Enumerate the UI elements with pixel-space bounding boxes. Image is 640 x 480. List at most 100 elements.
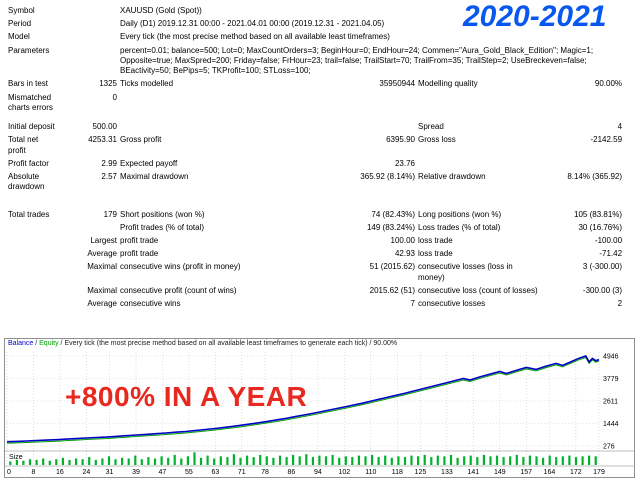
- x-tick-label: 16: [56, 469, 64, 476]
- size-bar: [147, 457, 150, 465]
- size-bar: [417, 456, 420, 465]
- size-bar: [410, 455, 413, 465]
- report-cell-label: [120, 121, 270, 134]
- x-tick-label: 94: [314, 469, 322, 476]
- size-bar: [568, 455, 571, 465]
- report-cell-value: -300.00 (3): [582, 285, 623, 295]
- report-cell-label: [418, 92, 544, 115]
- size-bar: [542, 457, 545, 465]
- parameters-value: percent=0.01; balance=500; Lot=0; MaxCou…: [120, 45, 594, 76]
- report-cell-value: 7: [410, 299, 415, 309]
- size-bar: [469, 455, 472, 465]
- report-row: Parameters percent=0.01; balance=500; Lo…: [8, 45, 625, 79]
- size-bar: [522, 457, 525, 465]
- y-tick-label: 276: [603, 444, 615, 451]
- legend-quality: 90.00%: [373, 340, 398, 347]
- report-cell-label: Mismatched charts errors: [8, 92, 53, 112]
- size-bar: [364, 456, 367, 465]
- size-bar: [140, 459, 143, 465]
- size-bar: [423, 454, 426, 465]
- size-bar: [351, 457, 354, 465]
- size-bar: [134, 455, 137, 465]
- size-bar: [555, 457, 558, 465]
- report-cell-label: Total trades: [8, 209, 50, 219]
- report-row: Period Daily (D1) 2019.12.31 00:00 - 202…: [8, 18, 625, 31]
- x-tick-label: 102: [338, 469, 350, 476]
- size-bar: [476, 457, 479, 465]
- report-row: Total trades 179 Short positions (won %) 74…: [8, 209, 625, 222]
- size-bar: [502, 457, 505, 465]
- report-cell-value: 100.00: [390, 235, 415, 245]
- size-bar: [167, 457, 170, 465]
- size-bar: [239, 457, 242, 465]
- legend-separator: /: [58, 340, 65, 347]
- legend-separator: /: [367, 340, 374, 347]
- report-cell-label: Relative drawdown: [418, 172, 486, 182]
- size-bar: [15, 459, 18, 465]
- report-cell-value: 1325: [99, 79, 117, 89]
- report-cell-value: 30 (16.76%): [578, 222, 623, 232]
- spacer-row: [8, 195, 625, 209]
- balance-graph-panel: Balance / Equity / Every tick (the most …: [4, 338, 635, 478]
- report-cell-label: Expected payoff: [120, 158, 178, 168]
- report-cell-value: [270, 121, 418, 134]
- y-tick-label: 4946: [603, 354, 619, 361]
- size-bar: [509, 456, 512, 465]
- period-label: Period: [8, 19, 32, 29]
- symbol-label: Symbol: [8, 6, 35, 15]
- x-tick-label: 31: [106, 469, 114, 476]
- report-cell-label: Spread: [418, 122, 444, 132]
- report-cell-label: [8, 285, 58, 298]
- report-row: Symbol XAUUSD (Gold (Spot)): [8, 5, 625, 18]
- report-cell-value: [544, 92, 625, 115]
- size-bar: [68, 459, 71, 465]
- report-cell-value: 2015.62 (51): [369, 285, 415, 295]
- report-cell-value: 6395.90: [386, 135, 415, 145]
- report-cell-label: Gross profit: [120, 135, 162, 145]
- x-tick-label: 157: [520, 469, 532, 476]
- x-tick-label: 55: [185, 469, 193, 476]
- size-bar: [489, 456, 492, 465]
- report-cell-value: Maximal: [87, 262, 117, 272]
- size-bar: [397, 456, 400, 465]
- report-cell-label: Profit trades (% of total): [120, 222, 205, 232]
- report-cell-value: 4: [617, 122, 623, 132]
- report-row: Initial deposit 500.00 Spread 4: [8, 121, 625, 134]
- size-bar: [42, 458, 45, 465]
- size-bar: [463, 456, 466, 465]
- report-cell-label: loss trade: [418, 249, 453, 259]
- report-cell-value: 4253.31: [88, 135, 117, 145]
- report-cell-value: 35950944: [379, 79, 415, 89]
- x-tick-label: 47: [159, 469, 167, 476]
- report-cell-label: Short positions (won %): [120, 209, 205, 219]
- report-cell-value: Largest: [90, 235, 117, 245]
- report-cell-value: -2142.59: [590, 135, 623, 145]
- size-bar: [305, 454, 308, 465]
- report-row: Profit factor 2.99 Expected payoff 23.76: [8, 158, 625, 171]
- size-bar: [449, 454, 453, 465]
- size-bar: [75, 458, 78, 465]
- size-bar: [94, 459, 97, 465]
- report-cell-value: -71.42: [599, 249, 623, 259]
- report-cell-value: 51 (2015.62): [369, 262, 415, 272]
- report-row: Average profit trade 42.93 loss trade -71.42: [8, 248, 625, 261]
- report-cell-label: consecutive wins: [120, 299, 181, 309]
- x-tick-label: 172: [570, 469, 582, 476]
- size-bar: [160, 456, 163, 465]
- size-bar: [430, 457, 433, 465]
- report-cell-label: consecutive loss (count of losses): [418, 285, 538, 295]
- report-cell-label: Absolute drawdown: [8, 172, 45, 192]
- report-cell-label: [120, 92, 270, 115]
- size-bar: [55, 459, 58, 465]
- parameters-label: Parameters: [8, 45, 50, 55]
- size-bar: [574, 457, 578, 465]
- size-bar: [127, 458, 130, 465]
- size-bar: [232, 454, 235, 465]
- report-cell-value: 500.00: [92, 122, 117, 132]
- report-cell-value: 2.99: [101, 158, 117, 168]
- size-bar: [226, 457, 229, 465]
- size-bar: [285, 457, 288, 465]
- symbol-value: XAUUSD (Gold (Spot)): [120, 6, 202, 15]
- size-bar: [219, 456, 222, 465]
- report-cell-value: 105 (83.81%): [574, 209, 623, 219]
